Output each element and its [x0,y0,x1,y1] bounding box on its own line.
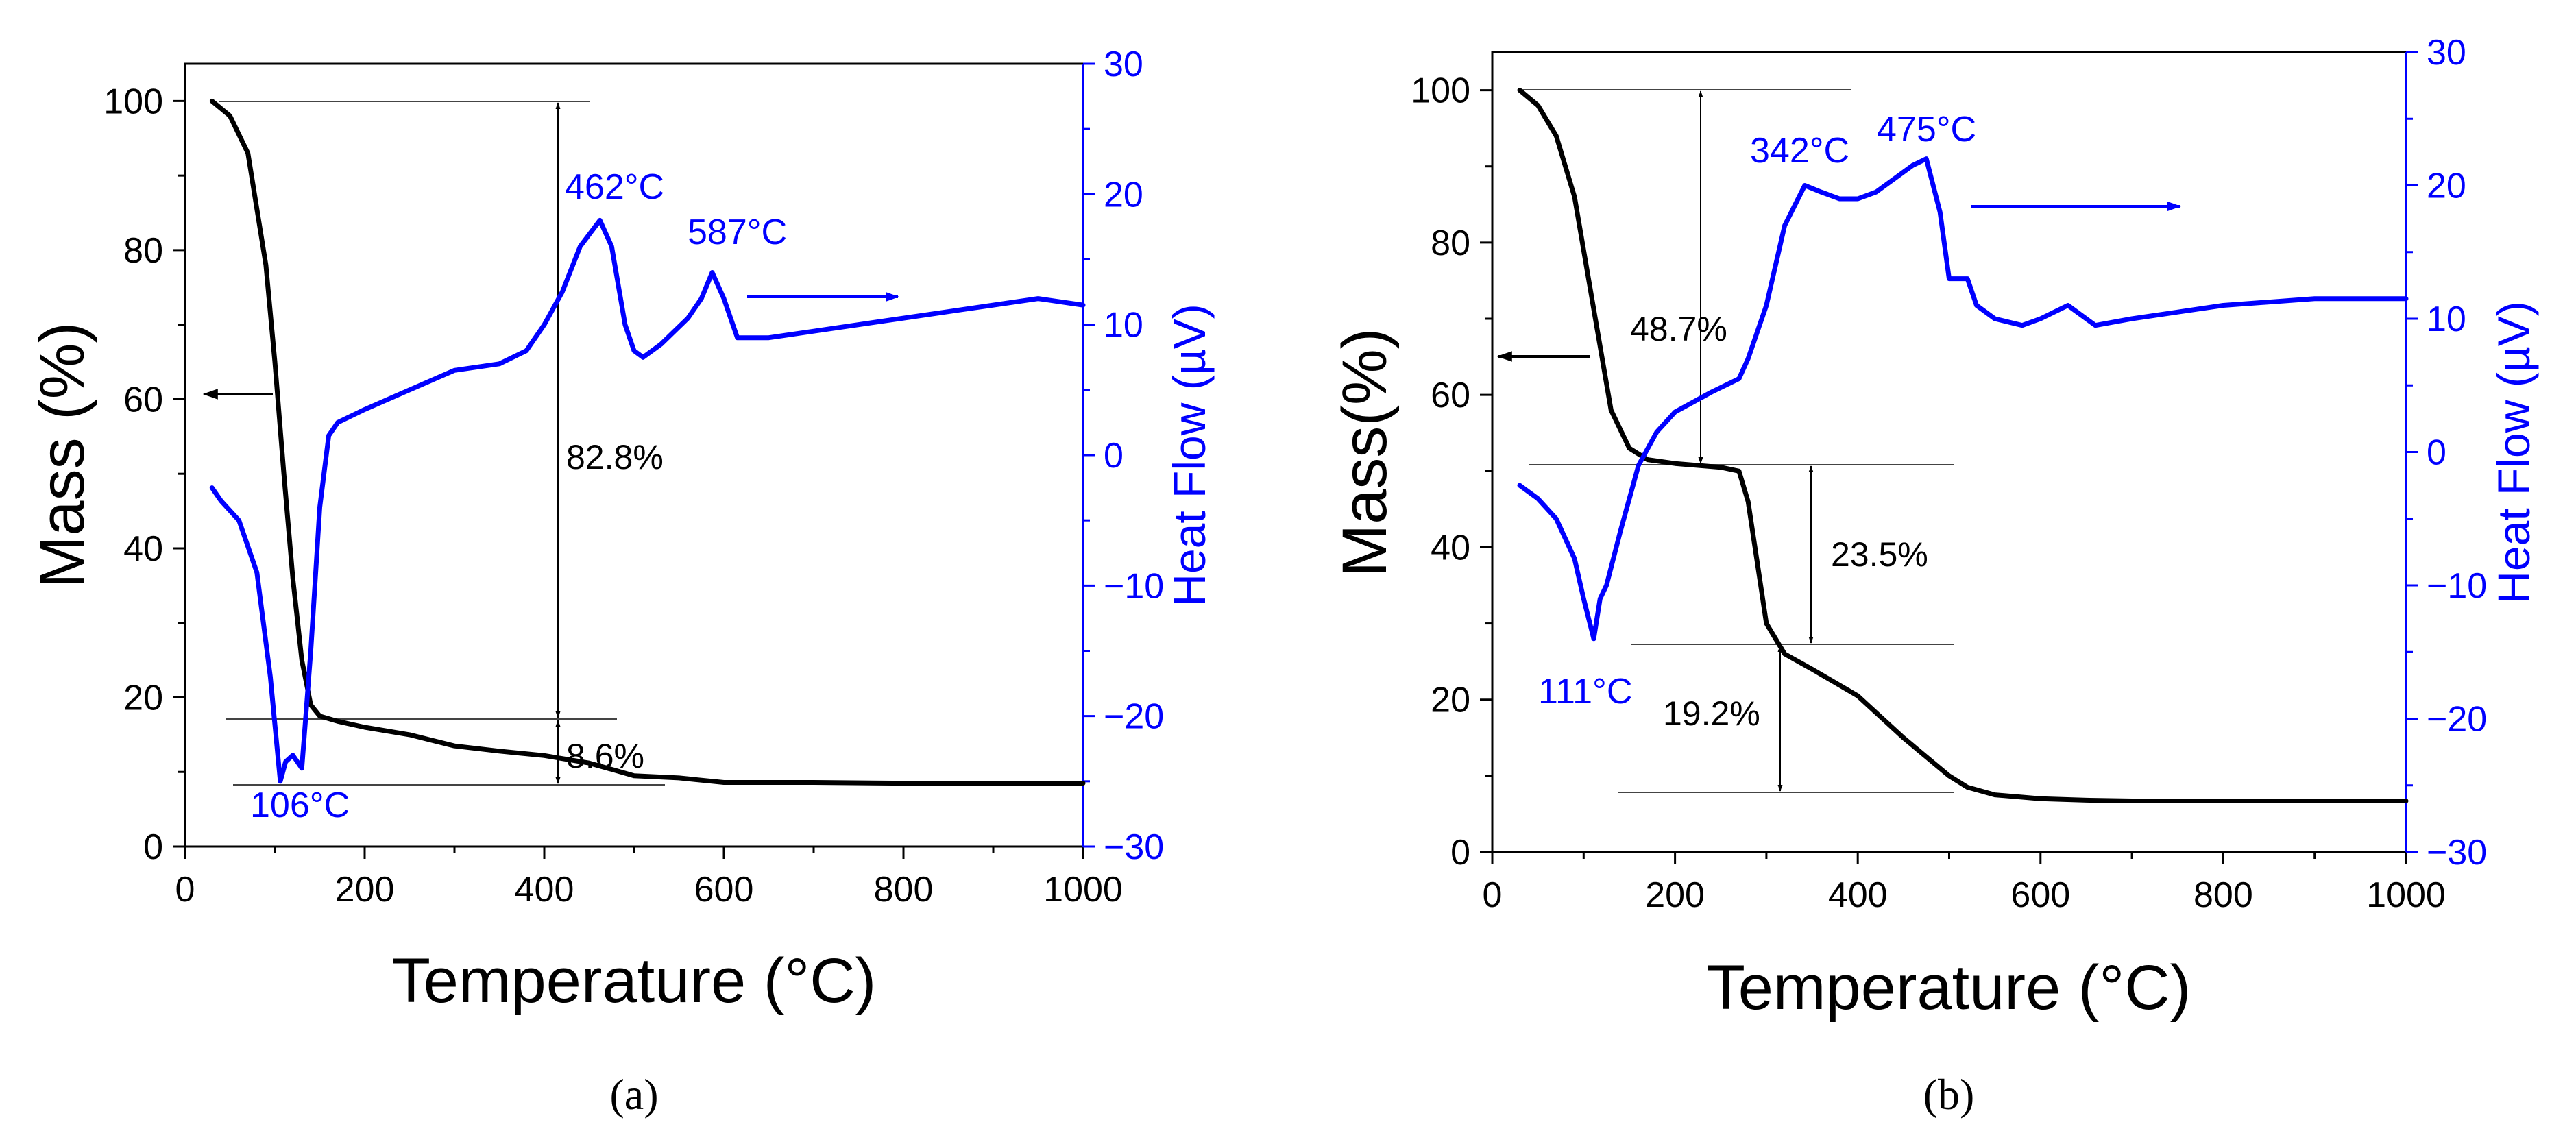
y-tick-label: 0 [143,827,163,867]
y2-tick-label: 0 [1104,436,1123,476]
x-tick-label: 200 [1645,875,1705,915]
panel-label-a: (a) [609,1070,658,1119]
mass-curve [209,98,1086,786]
y2-tick-label: 20 [2427,167,2466,206]
pct-label-48-7: 48.7% [1630,310,1727,348]
plot-frame [1491,51,2407,853]
y-tick-label: 100 [104,82,163,121]
y-tick-label: 80 [123,231,163,271]
pct-label-82-8: 82.8% [566,438,664,476]
x-tick-label: 0 [175,870,195,910]
y-tick-label: 40 [1431,528,1470,568]
pct-label-23-5: 23.5% [1831,535,1928,574]
peak-label-342: 342°C [1750,131,1849,171]
peak-label-111: 111°C [1538,672,1632,711]
x-ticks: 0 200 400 600 800 1000 [1483,852,2446,915]
x-tick-label: 600 [2010,875,2070,915]
y2-ticks: −30 −20 −10 0 10 20 30 [2406,33,2487,873]
y2-tick-label: −30 [1104,827,1164,867]
y2-tick-label: 30 [2427,33,2466,73]
y-tick-label: 80 [1431,223,1470,263]
y-tick-label: 20 [123,678,163,718]
y-tick-label: 0 [1450,833,1470,873]
x-ticks: 0 200 400 600 800 1000 [175,847,1123,910]
y-ticks: 0 20 40 60 80 100 [1411,71,1492,873]
x-tick-label: 600 [694,870,754,910]
y-tick-label: 20 [1431,681,1470,720]
y-tick-label: 60 [123,380,163,419]
peak-label-475: 475°C [1877,110,1976,149]
y-tick-label: 40 [123,529,163,569]
y-axis-title: Mass(%) [1330,328,1400,577]
y-axis-title: Mass (%) [27,322,97,588]
y-ticks: 0 20 40 60 80 100 [104,82,185,867]
y2-tick-label: 0 [2427,433,2446,473]
heat-flow-curve [209,217,1086,784]
y2-tick-label: 10 [1104,306,1143,345]
x-tick-label: 200 [335,870,395,910]
x-tick-label: 400 [515,870,574,910]
y2-tick-label: 10 [2427,300,2466,339]
x-tick-label: 1000 [2366,875,2446,915]
pct-label-19-2: 19.2% [1663,694,1760,733]
panel-label-b: (b) [1923,1070,1975,1119]
y2-tick-label: 30 [1104,45,1143,84]
y-tick-label: 100 [1411,71,1470,111]
y2-tick-label: −20 [1104,697,1164,737]
y2-tick-label: −20 [2427,700,2487,740]
mass-curve [1517,88,2409,803]
y2-tick-label: −10 [2427,566,2487,606]
x-tick-label: 800 [2194,875,2253,915]
x-tick-label: 1000 [1043,870,1123,910]
x-tick-label: 800 [874,870,934,910]
x-axis-title: Temperature (°C) [392,946,877,1016]
y2-axis-title: Heat Flow (µV) [2488,301,2539,603]
peak-label-462: 462°C [565,167,664,207]
curves [209,98,1086,786]
x-tick-label: 0 [1483,875,1503,915]
x-tick-label: 400 [1828,875,1888,915]
y2-ticks: −30 −20 −10 0 10 20 30 [1083,45,1164,867]
y2-axis-title: Heat Flow (µV) [1164,304,1215,606]
peak-label-106: 106°C [250,786,350,825]
curves [1517,88,2409,803]
y2-tick-label: 20 [1104,175,1143,215]
y2-tick-label: −10 [1104,566,1164,606]
pct-label-8-6: 8.6% [566,737,644,775]
peak-label-587: 587°C [688,212,787,252]
heat-flow-curve [1517,156,2409,642]
y-tick-label: 60 [1431,376,1470,415]
y2-tick-label: −30 [2427,833,2487,873]
x-axis-title: Temperature (°C) [1707,953,2191,1023]
